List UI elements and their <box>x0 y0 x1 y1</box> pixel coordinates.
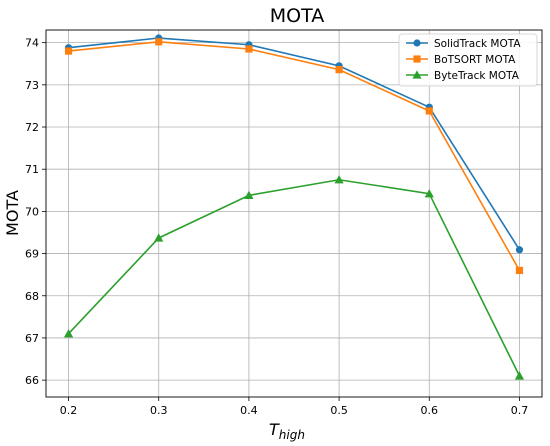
x-axis-label: Thigh <box>269 420 305 442</box>
y-tick-label-74: 74 <box>25 37 39 50</box>
data-point-bytetrack-mota-0.2 <box>63 329 74 338</box>
y-tick-label-72: 72 <box>25 121 39 134</box>
data-point-botsort-mota-0.3 <box>155 38 163 46</box>
legend-marker-bytetrack-mota <box>412 70 422 79</box>
legend-label-solidtrack-mota: SolidTrack MOTA <box>434 38 521 50</box>
y-axis-label: MOTA <box>3 190 22 236</box>
data-point-botsort-mota-0.7 <box>515 266 524 275</box>
x-tick-label-0.2: 0.2 <box>60 404 78 417</box>
y-tick-label-73: 73 <box>25 79 39 92</box>
data-point-bytetrack-mota-0.5 <box>334 175 344 184</box>
series-line-solidtrack-mota <box>68 37 521 251</box>
legend: SolidTrack MOTA BoTSORT MOTA ByteTrack MOT… <box>398 33 538 87</box>
data-point-botsort-mota-0.4 <box>245 45 253 53</box>
y-tick-label-71: 71 <box>25 163 39 176</box>
legend-label-bytetrack-mota: ByteTrack MOTA <box>434 70 520 82</box>
data-point-bytetrack-mota-0.6 <box>424 189 434 198</box>
data-point-bytetrack-mota-0.7 <box>514 371 525 380</box>
data-point-botsort-mota-0.5 <box>335 66 343 74</box>
data-point-botsort-mota-0.6 <box>425 107 433 115</box>
data-point-solidtrack-mota-0.7 <box>515 246 524 254</box>
data-point-botsort-mota-0.2 <box>64 47 73 55</box>
x-tick-label-0.7: 0.7 <box>511 404 529 417</box>
series-line-bytetrack-mota <box>67 178 521 377</box>
y-tick-label-70: 70 <box>25 205 39 218</box>
chart-title: MOTA <box>270 5 324 27</box>
series-bytetrack-mota <box>63 175 525 380</box>
x-tick-label-0.4: 0.4 <box>240 404 258 417</box>
legend-box <box>398 33 538 87</box>
axes: 0.2 0.3 0.4 0.5 0.6 0.7 66 67 68 69 70 71 72 73 74 <box>25 29 543 417</box>
x-tick-label-0.5: 0.5 <box>330 404 348 417</box>
legend-marker-solidtrack-mota <box>413 39 421 47</box>
y-tick-label-66: 66 <box>25 374 39 387</box>
series-group <box>63 34 525 380</box>
series-line-botsort-mota <box>68 41 521 271</box>
y-tick-label-68: 68 <box>25 290 39 303</box>
x-tick-label-0.3: 0.3 <box>150 404 168 417</box>
legend-label-botsort-mota: BoTSORT MOTA <box>434 54 516 66</box>
data-point-bytetrack-mota-0.3 <box>154 233 164 242</box>
plot-frame <box>45 29 543 398</box>
y-tick-label-67: 67 <box>25 332 39 345</box>
x-axis-label-main: T <box>269 420 280 439</box>
legend-marker-botsort-mota <box>413 55 421 63</box>
data-point-bytetrack-mota-0.4 <box>244 190 254 200</box>
x-axis-label-subscript: high <box>279 428 305 442</box>
y-tick-label-69: 69 <box>25 248 39 261</box>
x-tick-label-0.6: 0.6 <box>421 404 439 417</box>
series-botsort-mota <box>64 38 524 275</box>
